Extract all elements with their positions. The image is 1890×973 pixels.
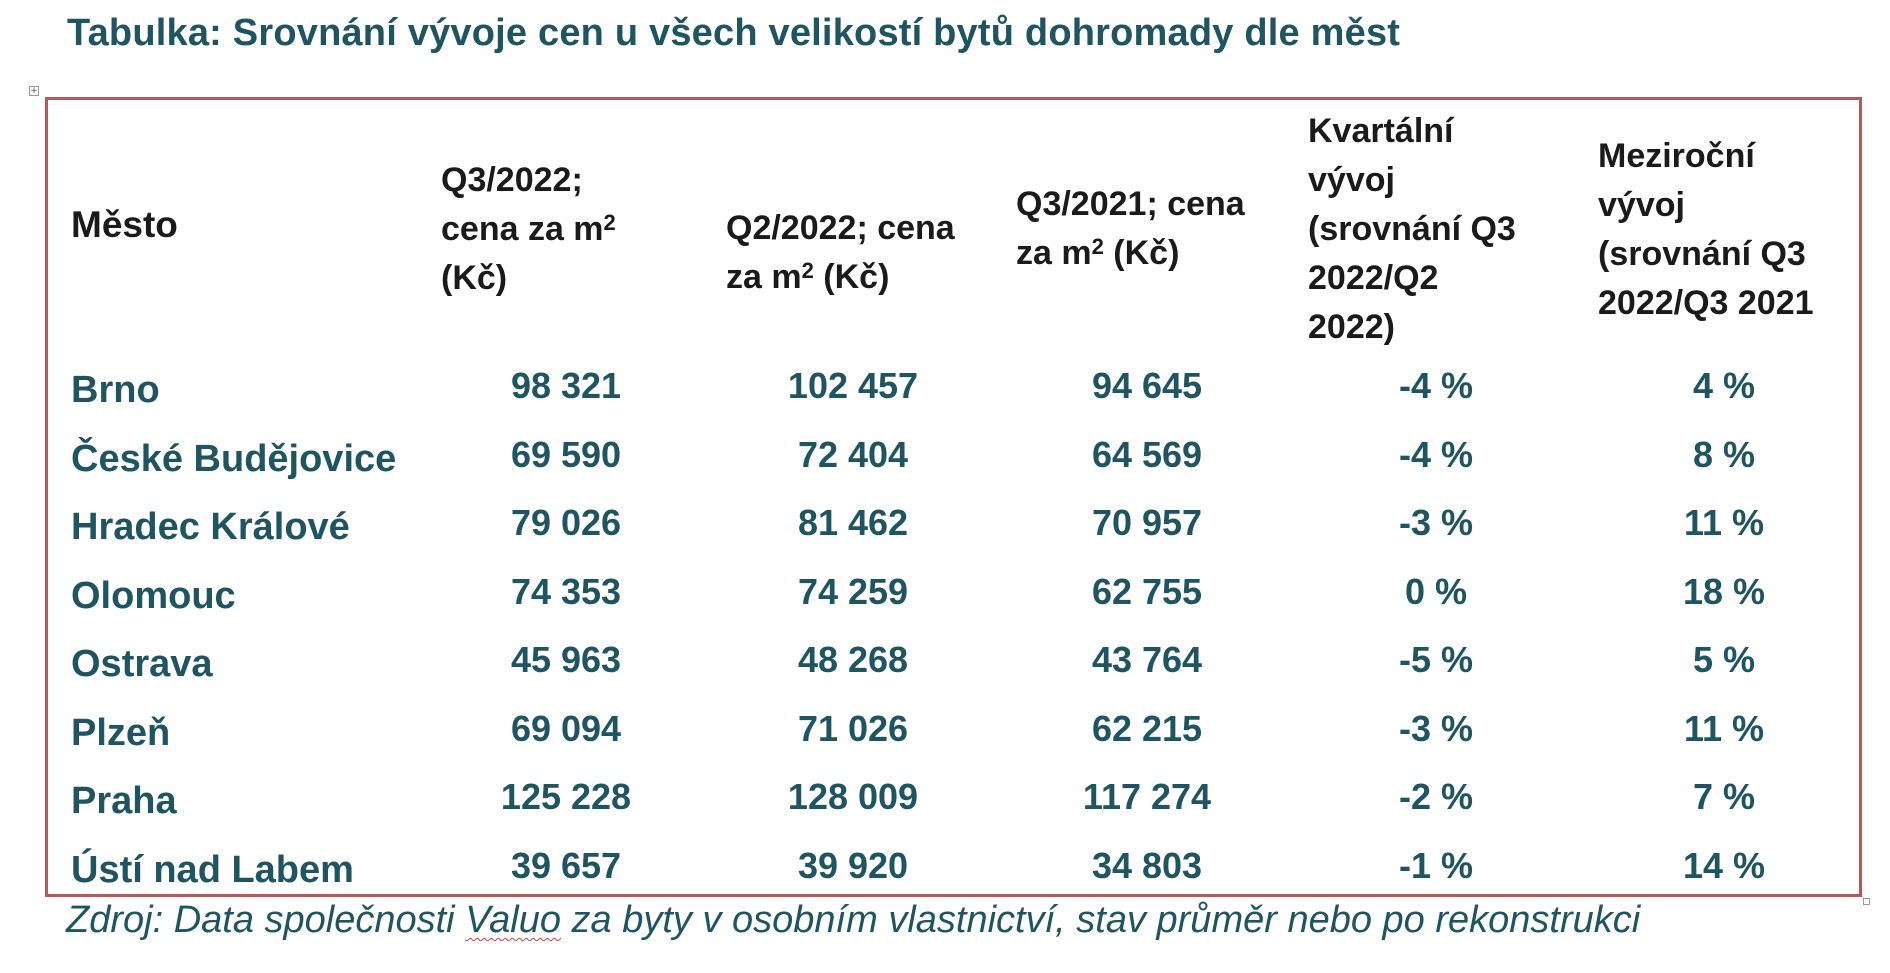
cell-yoy: 4 % — [1692, 365, 1756, 406]
cell-qoq: -3 % — [1398, 707, 1474, 749]
header-yearly-line4: 2022/Q3 2021 — [1598, 284, 1814, 322]
cell-q3-2022: 74 353 — [510, 570, 622, 612]
cell-city: Hradec Králové — [71, 506, 350, 548]
header-q3-2021-text: za m — [1016, 234, 1092, 272]
price-table: Město Q3/2022; cena za m2 (Kč) Q2/2022; … — [45, 97, 1862, 897]
header-q3-2022-line1: Q3/2022; — [441, 161, 583, 199]
header-quarterly-line4: 2022/Q2 — [1308, 259, 1439, 297]
header-yearly-line3: (srovnání Q3 — [1598, 235, 1806, 273]
table-body: Brno 98 321 102 457 94 645 -4 % 4 % Česk… — [48, 352, 1859, 900]
cell-city: České Budějovice — [71, 437, 397, 480]
table-row: Hradec Králové 79 026 81 462 70 957 -3 %… — [48, 489, 1859, 558]
header-q2-2022-superscript: 2 — [801, 258, 814, 283]
cell-q3-2022: 98 321 — [510, 365, 622, 406]
cell-city: Ostrava — [71, 643, 213, 685]
header-q3-2022-line2: cena za m2 — [441, 205, 681, 254]
header-q3-2021-line1: Q3/2021; cena — [1016, 185, 1245, 223]
cell-q3-2021: 64 569 — [1091, 433, 1203, 475]
cell-qoq: -2 % — [1398, 776, 1474, 817]
header-quarterly-line5: 2022) — [1308, 308, 1395, 346]
header-yearly-change: Meziroční vývoj (srovnání Q3 2022/Q3 202… — [1598, 132, 1868, 328]
source-suffix: za byty v osobním vlastnictví, stav prům… — [560, 899, 1641, 941]
header-q3-2021-line2: za m2 (Kč) — [1016, 229, 1316, 278]
cell-q3-2022: 39 657 — [510, 844, 622, 886]
cell-yoy: 8 % — [1692, 433, 1756, 475]
cell-q3-2022: 125 228 — [500, 776, 632, 817]
cell-city: Plzeň — [71, 711, 171, 754]
cell-qoq: -4 % — [1398, 433, 1474, 475]
header-yearly-line2: vývoj — [1598, 186, 1685, 224]
header-q2-2022: Q2/2022; cena za m2 (Kč) — [726, 204, 1026, 302]
header-q3-2022: Q3/2022; cena za m2 (Kč) — [441, 156, 681, 303]
header-quarterly-line1: Kvartální — [1308, 112, 1454, 150]
cell-q2-2022: 72 404 — [797, 433, 909, 475]
header-q2-2022-unit: (Kč) — [813, 258, 890, 296]
table-row: Brno 98 321 102 457 94 645 -4 % 4 % — [48, 352, 1859, 421]
header-q3-2022-text: cena za m — [441, 210, 604, 248]
cell-q3-2021: 70 957 — [1091, 502, 1203, 543]
cell-city: Olomouc — [71, 574, 236, 617]
header-q3-2022-superscript: 2 — [603, 210, 616, 235]
cell-city: Ústí nad Labem — [71, 848, 354, 891]
cell-q3-2022: 45 963 — [510, 639, 622, 680]
header-quarterly-line3: (srovnání Q3 — [1308, 210, 1516, 248]
cell-q3-2022: 69 590 — [510, 433, 622, 475]
cell-yoy: 7 % — [1692, 776, 1756, 817]
header-q2-2022-line1: Q2/2022; cena — [726, 209, 955, 247]
cell-q2-2022: 39 920 — [797, 844, 909, 886]
source-company: Valuo — [465, 899, 561, 941]
cell-qoq: -5 % — [1398, 639, 1474, 680]
cell-q2-2022: 81 462 — [797, 502, 909, 543]
cell-yoy: 18 % — [1682, 570, 1766, 612]
table-resize-handle-icon[interactable] — [1863, 898, 1870, 905]
cell-yoy: 5 % — [1692, 639, 1756, 680]
table-row: Ostrava 45 963 48 268 43 764 -5 % 5 % — [48, 626, 1859, 695]
table-row: České Budějovice 69 590 72 404 64 569 -4… — [48, 421, 1859, 490]
cell-yoy: 11 % — [1683, 707, 1765, 749]
cell-yoy: 14 % — [1682, 844, 1766, 886]
cell-qoq: -4 % — [1398, 365, 1474, 406]
cell-q3-2021: 43 764 — [1091, 639, 1203, 680]
cell-q3-2021: 34 803 — [1091, 844, 1203, 886]
cell-q2-2022: 128 009 — [787, 776, 919, 817]
cell-city: Praha — [71, 780, 177, 822]
table-row: Plzeň 69 094 71 026 62 215 -3 % 11 % — [48, 695, 1859, 764]
cell-q3-2021: 62 755 — [1091, 570, 1203, 612]
cell-qoq: -3 % — [1398, 502, 1474, 543]
source-prefix: Zdroj: Data společnosti — [66, 899, 466, 941]
page-title: Tabulka: Srovnání vývoje cen u všech vel… — [67, 12, 1401, 54]
cell-q2-2022: 74 259 — [797, 570, 909, 612]
cell-q3-2022: 69 094 — [510, 707, 622, 749]
header-quarterly-change: Kvartální vývoj (srovnání Q3 2022/Q2 202… — [1308, 107, 1568, 352]
header-q3-2021: Q3/2021; cena za m2 (Kč) — [1016, 180, 1316, 278]
cell-q3-2022: 79 026 — [510, 502, 622, 543]
cell-q2-2022: 71 026 — [797, 707, 909, 749]
cell-q3-2021: 94 645 — [1091, 365, 1203, 406]
header-q2-2022-line2: za m2 (Kč) — [726, 253, 1026, 302]
cell-yoy: 11 % — [1683, 502, 1765, 543]
cell-q2-2022: 102 457 — [787, 365, 919, 406]
header-quarterly-line2: vývoj — [1308, 161, 1395, 199]
table-row: Praha 125 228 128 009 117 274 -2 % 7 % — [48, 763, 1859, 832]
cell-qoq: -1 % — [1398, 844, 1474, 886]
table-move-handle-icon[interactable]: + — [29, 86, 39, 96]
header-yearly-line1: Meziroční — [1598, 137, 1755, 175]
header-q3-2021-superscript: 2 — [1091, 234, 1104, 259]
source-note: Zdroj: Data společnosti Valuo za byty v … — [66, 899, 1640, 942]
table-row: Olomouc 74 353 74 259 62 755 0 % 18 % — [48, 558, 1859, 627]
header-q3-2022-line3: (Kč) — [441, 259, 508, 297]
cell-q2-2022: 48 268 — [797, 639, 909, 680]
cell-q3-2021: 62 215 — [1091, 707, 1203, 749]
header-q3-2021-unit: (Kč) — [1103, 234, 1180, 272]
table-row: Ústí nad Labem 39 657 39 920 34 803 -1 %… — [48, 832, 1859, 901]
header-q2-2022-text: za m — [726, 258, 802, 296]
header-city: Město — [71, 204, 178, 245]
cell-qoq: 0 % — [1404, 570, 1468, 612]
cell-q3-2021: 117 274 — [1082, 776, 1212, 817]
cell-city: Brno — [71, 369, 160, 411]
